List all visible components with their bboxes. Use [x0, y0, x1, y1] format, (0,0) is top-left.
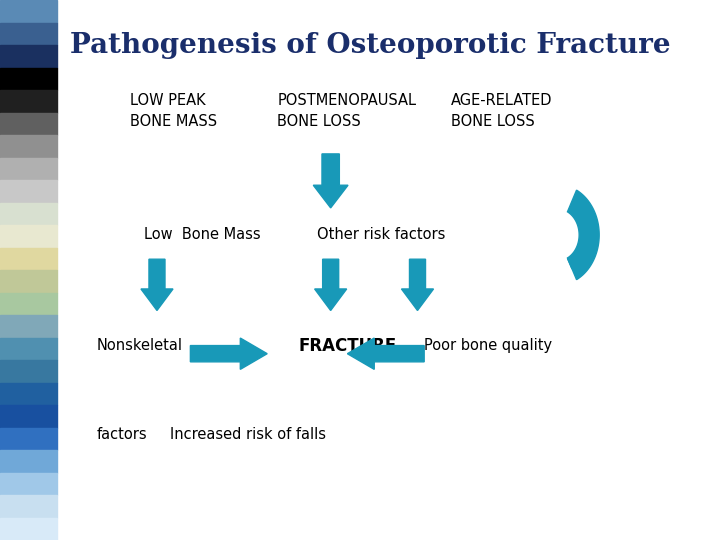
Bar	[0, 68, 57, 90]
Polygon shape	[567, 248, 590, 269]
Bar	[0, 247, 57, 270]
Bar	[0, 135, 57, 158]
Text: factors: factors	[97, 427, 148, 442]
Text: Increased risk of falls: Increased risk of falls	[171, 427, 326, 442]
Text: Pathogenesis of Osteoporotic Fracture: Pathogenesis of Osteoporotic Fracture	[71, 32, 671, 59]
Text: LOW PEAK
BONE MASS: LOW PEAK BONE MASS	[130, 93, 217, 129]
Bar	[0, 517, 57, 540]
FancyArrow shape	[313, 154, 348, 208]
Bar	[0, 472, 57, 495]
FancyArrow shape	[190, 338, 267, 369]
Bar	[0, 180, 57, 202]
Bar	[0, 428, 57, 450]
Bar	[0, 293, 57, 315]
Bar	[0, 450, 57, 472]
Text: Nonskeletal: Nonskeletal	[97, 338, 183, 353]
Bar	[0, 202, 57, 225]
Text: AGE-RELATED
BONE LOSS: AGE-RELATED BONE LOSS	[451, 93, 552, 129]
Bar	[0, 382, 57, 405]
Bar	[0, 338, 57, 360]
Text: Other risk factors: Other risk factors	[318, 227, 446, 242]
Bar	[0, 315, 57, 338]
Text: Poor bone quality: Poor bone quality	[424, 338, 552, 353]
Bar	[0, 90, 57, 112]
FancyArrow shape	[141, 259, 173, 310]
Text: FRACTURE: FRACTURE	[299, 336, 397, 355]
Bar	[0, 158, 57, 180]
Bar	[0, 112, 57, 135]
Bar	[0, 360, 57, 382]
Bar	[0, 225, 57, 247]
Bar	[0, 495, 57, 517]
FancyArrow shape	[315, 259, 347, 310]
Text: Low  Bone Mass: Low Bone Mass	[143, 227, 260, 242]
Polygon shape	[567, 190, 599, 280]
Bar	[0, 405, 57, 428]
FancyArrow shape	[402, 259, 433, 310]
FancyArrow shape	[347, 338, 424, 369]
Text: POSTMENOPAUSAL
BONE LOSS: POSTMENOPAUSAL BONE LOSS	[277, 93, 416, 129]
Bar	[0, 45, 57, 68]
Bar	[0, 23, 57, 45]
Bar	[0, 0, 57, 23]
Bar	[0, 270, 57, 293]
